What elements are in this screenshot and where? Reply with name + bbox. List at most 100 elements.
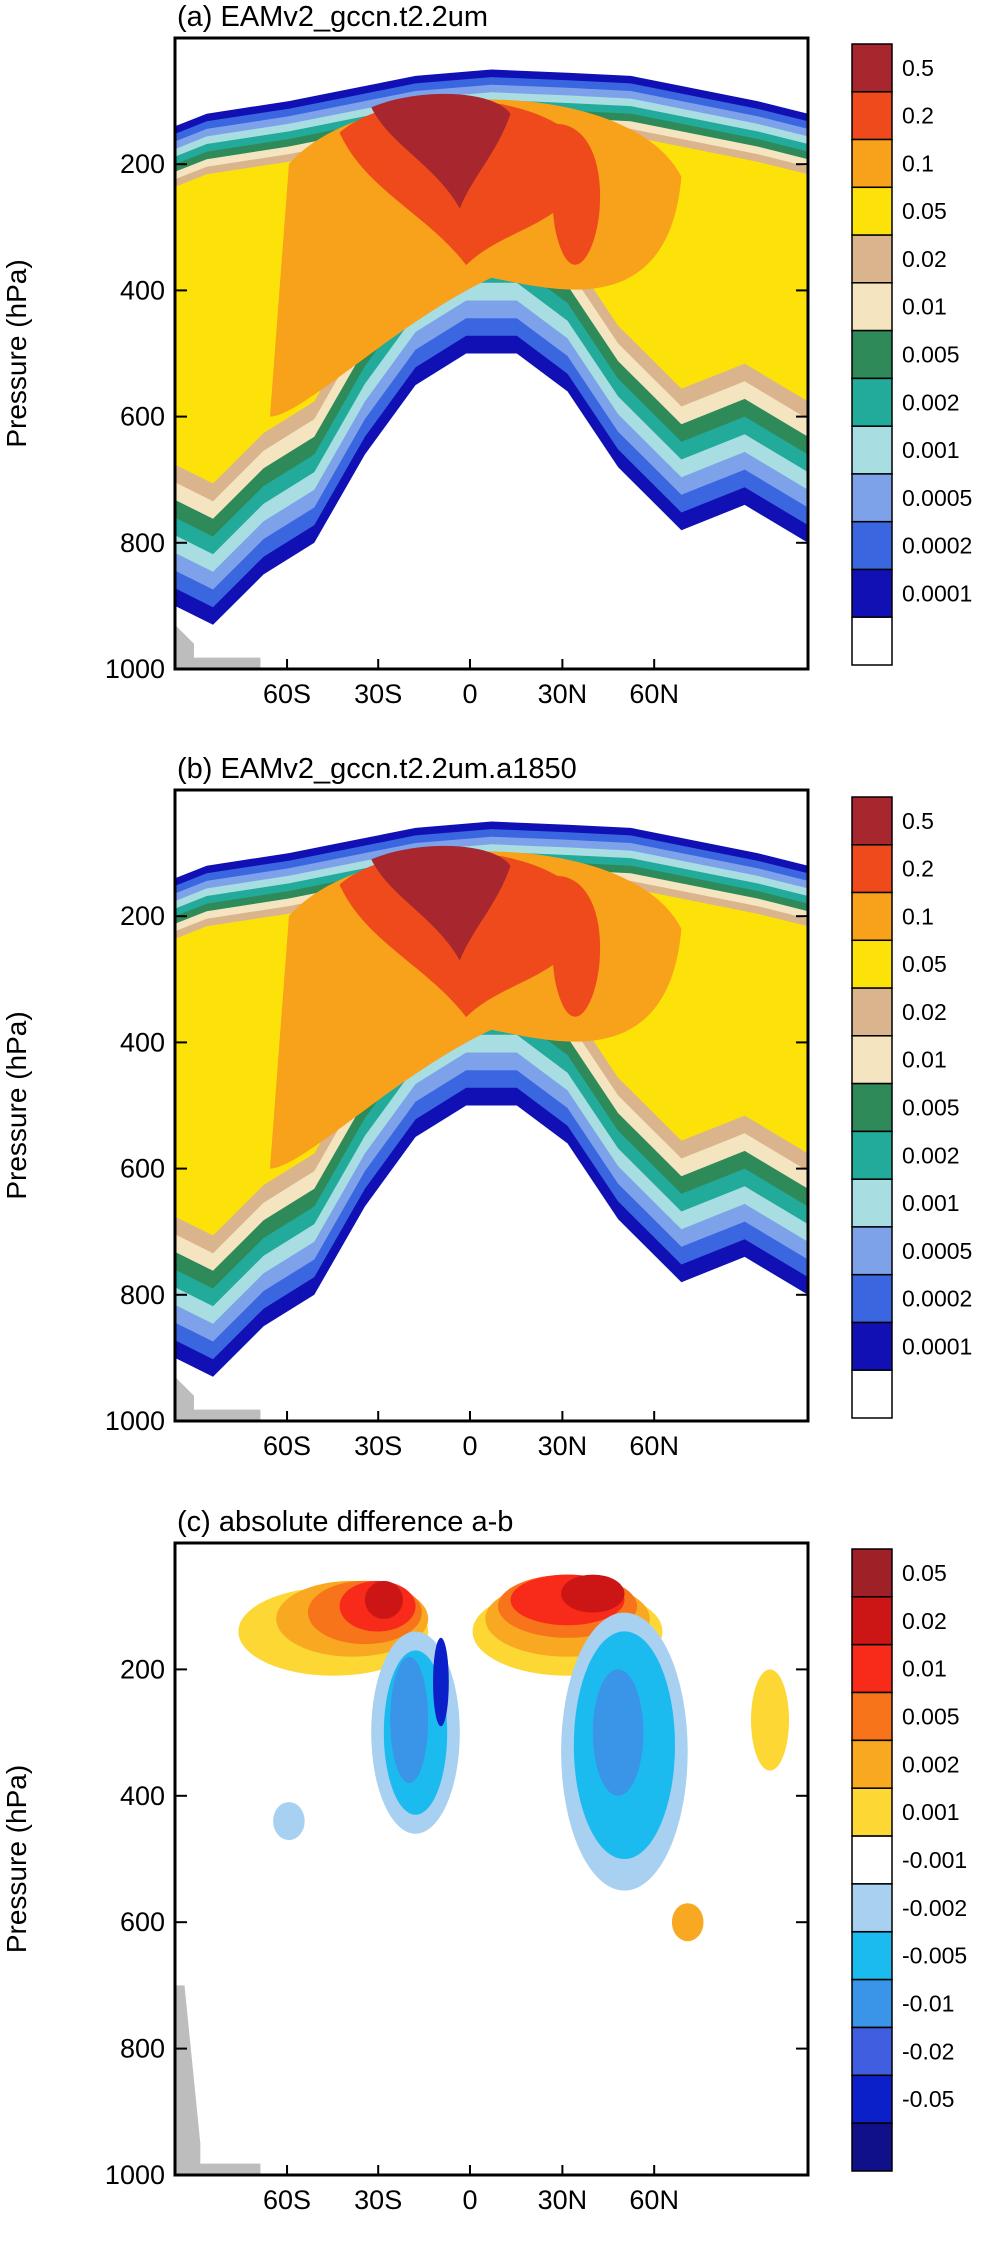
y-axis-label: Pressure (hPa) [1,1765,32,1953]
y-tick-label: 1000 [105,654,165,684]
contour-band [371,93,511,209]
x-tick-label: 0 [462,1431,477,1461]
contour-band [273,1802,305,1841]
x-tick-label: 30N [538,1431,588,1461]
colorbar-label: -0.001 [902,1847,967,1873]
x-tick-label: 60S [263,679,311,709]
colorbar-label: 0.002 [902,389,960,415]
colorbar: 0.5 0.2 0.1 0.05 0.02 0.01 0.005 0.002 0.001 0.00… [851,796,972,1419]
colorbar-label: 0.05 [902,198,947,224]
colorbar-swatch [851,425,893,475]
colorbar-swatch [851,796,893,846]
x-tick-label: 30N [538,679,588,709]
contour-band [561,1574,625,1613]
colorbar-swatch [851,91,893,141]
colorbar-swatch [851,2026,893,2077]
colorbar-label: 0.02 [902,1608,947,1634]
colorbar-swatch [851,891,893,942]
colorbar-swatch [851,1931,893,1981]
colorbar-swatch [851,186,893,236]
colorbar-swatch [851,520,893,571]
colorbar-label: -0.002 [902,1895,967,1921]
x-tick-label: 60N [629,1431,679,1461]
colorbar-swatch [851,282,893,332]
topography-mask [175,1376,261,1421]
colorbar-label: 0.5 [902,808,934,834]
y-tick-label: 800 [120,1280,165,1310]
plot-frame [173,1541,810,2177]
colorbar-swatch [851,1883,893,1933]
colorbar-swatch [851,1548,893,1598]
colorbar-swatch [851,1082,893,1133]
colorbar-swatch [851,473,893,523]
y-tick-label: 400 [120,1027,165,1057]
contour-band [671,1903,704,1942]
colorbar-label: 0.5 [902,55,934,81]
colorbar-swatch [851,1596,893,1646]
x-tick-label: 30S [354,1431,402,1461]
contour-band [371,845,511,961]
contour-band [390,1656,429,1784]
contour-band [364,1580,403,1619]
colorbar-label: 0.01 [902,1656,947,1682]
colorbar-label: 0.005 [902,342,960,368]
colorbar-swatch [851,1321,893,1372]
colorbar-label: 0.002 [902,1142,960,1168]
x-tick-label: 60N [629,2185,679,2215]
colorbar-label: 0.001 [902,1799,960,1825]
colorbar-swatch [851,1787,893,1837]
colorbar-label: 0.02 [902,246,947,272]
colorbar-swatch [851,138,893,189]
y-axis-label: Pressure (hPa) [1,1011,32,1199]
chart-title: (b) EAMv2_gccn.t2.2um.a1850 [177,753,577,785]
colorbar-swatch [851,1178,893,1228]
y-tick-label: 1000 [105,2160,165,2190]
colorbar-swatch [851,1273,893,1324]
colorbar-label: 0.1 [902,903,934,929]
colorbar-swatch [851,987,893,1037]
topography-mask [175,1985,261,2175]
y-tick-label: 600 [120,402,165,432]
y-axis-label: Pressure (hPa) [1,259,32,447]
colorbar-swatch [851,2074,893,2124]
colorbar-swatch [851,939,893,989]
y-tick-label: 600 [120,1907,165,1937]
contour-band [433,1637,449,1727]
x-tick-label: 30N [538,2185,588,2215]
chart-panel-2: (b) EAMv2_gccn.t2.2um.a1850 60S 30S 0 30N 60N… [1,753,972,1461]
chart-title: (c) absolute difference a-b [177,1506,513,1538]
colorbar-swatch [851,43,893,93]
colorbar-label: 0.0005 [902,1238,972,1264]
x-tick-label: 0 [462,2185,477,2215]
colorbar-swatch [851,844,893,894]
x-tick-label: 60N [629,679,679,709]
colorbar-swatch [851,234,893,284]
colorbar-swatch [851,2122,893,2172]
colorbar-label: 0.0002 [902,1286,972,1312]
colorbar-swatch [851,1035,893,1085]
colorbar-label: 0.01 [902,1047,947,1073]
y-tick-label: 200 [120,1654,165,1684]
colorbar-swatch [851,1835,893,1885]
colorbar-label: 0.0002 [902,533,972,559]
y-tick-label: 200 [120,901,165,931]
colorbar-label: 0.2 [902,856,934,882]
colorbar-label: 0.005 [902,1704,960,1730]
colorbar-swatch [851,616,893,666]
colorbar-swatch [851,1369,893,1419]
colorbar-swatch [851,1643,893,1694]
colorbar-label: 0.05 [902,951,947,977]
colorbar-label: -0.005 [902,1943,967,1969]
y-tick-label: 400 [120,1781,165,1811]
colorbar-swatch [851,1739,893,1789]
colorbar-label: 0.01 [902,294,947,320]
colorbar-swatch [851,1226,893,1276]
plot-area [175,821,808,1421]
colorbar: 0.05 0.02 0.01 0.005 0.002 0.001 -0.001 -0.002 -… [851,1548,967,2172]
chart-title: (a) EAMv2_gccn.t2.2um [177,1,488,33]
colorbar-label: 0.02 [902,999,947,1025]
topography-mask [175,624,261,669]
colorbar-label: 0.0005 [902,485,972,511]
colorbar-label: 0.05 [902,1560,947,1586]
x-tick-label: 30S [354,679,402,709]
